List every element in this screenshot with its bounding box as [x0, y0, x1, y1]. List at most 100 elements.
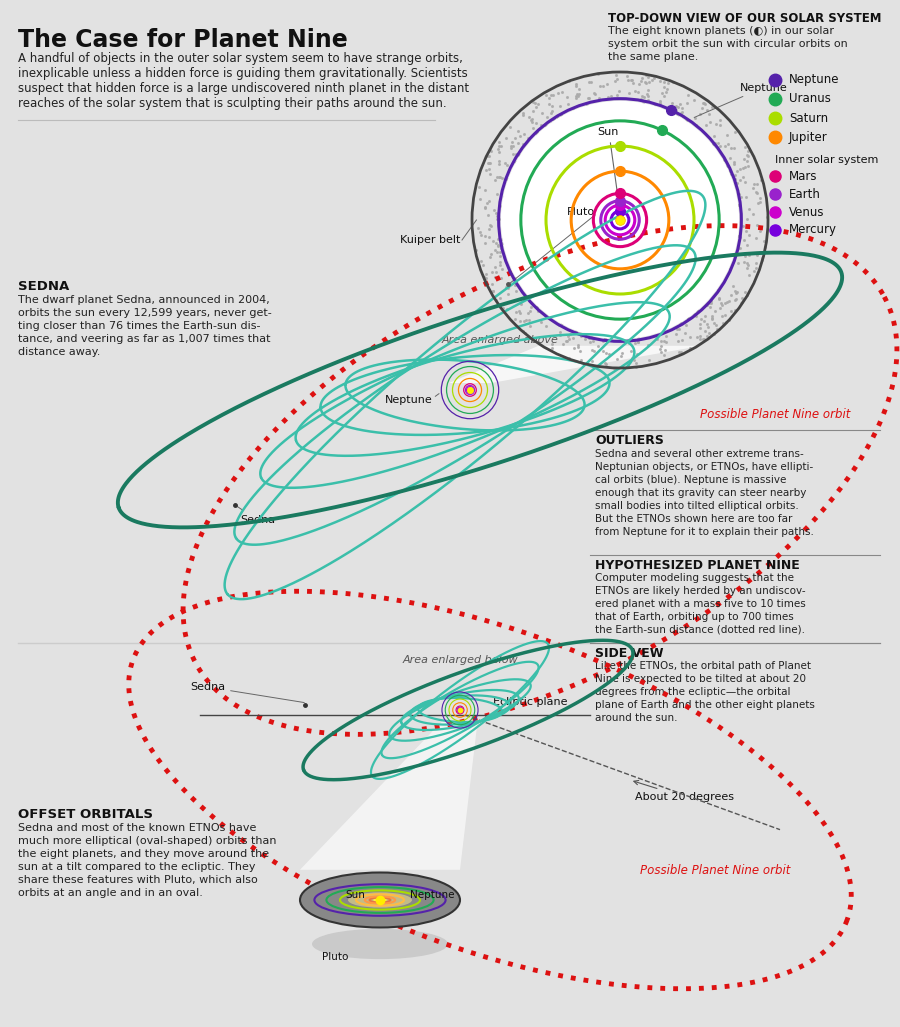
Point	[718, 307, 733, 324]
Point	[490, 169, 504, 186]
Point	[699, 117, 714, 134]
Point	[700, 102, 715, 118]
Point	[516, 105, 530, 121]
Point	[571, 337, 585, 353]
Point	[553, 99, 567, 115]
Point	[734, 229, 748, 245]
Point	[704, 293, 718, 309]
Point	[485, 276, 500, 293]
Point	[529, 126, 544, 143]
Text: Neptune: Neptune	[789, 74, 840, 86]
Point	[489, 205, 503, 222]
Point	[531, 303, 545, 319]
Point	[626, 75, 640, 91]
Point	[479, 161, 493, 178]
Point	[482, 155, 496, 172]
Point	[530, 123, 544, 140]
Point	[642, 74, 656, 90]
Point	[491, 237, 505, 254]
Text: The dwarf planet Sedna, announced in 2004,: The dwarf planet Sedna, announced in 200…	[18, 295, 270, 305]
Point	[556, 348, 571, 365]
Point	[698, 322, 712, 339]
Point	[598, 356, 613, 373]
Text: Neptunian objects, or ETNOs, have ellipti-: Neptunian objects, or ETNOs, have ellipt…	[595, 462, 814, 472]
Point	[750, 176, 764, 192]
Point	[569, 78, 583, 94]
Point	[642, 91, 656, 108]
Point	[490, 208, 504, 225]
Point	[525, 113, 539, 129]
Text: Neptune: Neptune	[410, 890, 454, 900]
Point	[746, 177, 760, 193]
Point	[730, 162, 744, 179]
Point	[657, 79, 671, 96]
Point	[631, 334, 645, 350]
Text: Pluto: Pluto	[567, 207, 595, 217]
Point	[731, 240, 745, 257]
Point	[707, 315, 722, 332]
Point	[647, 70, 662, 86]
Point	[608, 359, 622, 376]
Text: the Earth-sun distance (dotted red line).: the Earth-sun distance (dotted red line)…	[595, 625, 805, 635]
Point	[673, 105, 688, 121]
Point	[489, 264, 503, 280]
Point	[472, 191, 487, 207]
Point	[688, 110, 702, 126]
Point	[596, 342, 610, 358]
Point	[706, 136, 720, 152]
Point	[552, 316, 566, 333]
Point	[506, 139, 520, 155]
Point	[719, 127, 733, 144]
Point	[634, 73, 648, 89]
Point	[590, 338, 605, 354]
Point	[559, 333, 573, 349]
Point	[659, 83, 673, 100]
Point	[482, 217, 497, 233]
Point	[596, 77, 610, 93]
Text: Sun: Sun	[345, 890, 365, 900]
Point	[725, 278, 740, 295]
Point	[731, 255, 745, 271]
Point	[492, 248, 507, 264]
Point	[720, 294, 734, 310]
Point	[693, 320, 707, 337]
Point	[718, 295, 733, 311]
Text: degrees from the ecliptic—the orbital: degrees from the ecliptic—the orbital	[595, 687, 790, 697]
Point	[520, 129, 535, 146]
Point	[730, 283, 744, 300]
Text: Venus: Venus	[789, 205, 824, 219]
Point	[561, 96, 575, 112]
Point	[702, 295, 716, 311]
Point	[724, 302, 739, 318]
Point	[724, 140, 739, 156]
Point	[736, 254, 751, 270]
Point	[624, 343, 638, 359]
Point	[630, 334, 644, 350]
Point	[481, 206, 495, 223]
Point	[640, 86, 654, 103]
Point	[501, 276, 516, 293]
Point	[506, 146, 520, 162]
Point	[738, 174, 752, 190]
Point	[661, 100, 675, 116]
Point	[727, 140, 742, 156]
Text: Mercury: Mercury	[789, 224, 837, 236]
Point	[572, 85, 586, 102]
Point	[539, 87, 554, 104]
Point	[478, 199, 492, 216]
Point	[740, 255, 754, 271]
Point	[657, 88, 671, 105]
Point	[566, 330, 580, 346]
Point	[613, 348, 627, 365]
Text: Sedna and several other extreme trans-: Sedna and several other extreme trans-	[595, 449, 804, 459]
Point	[482, 193, 496, 210]
Point	[561, 328, 575, 344]
Point	[713, 112, 727, 128]
Point	[716, 152, 731, 168]
Text: Neptune: Neptune	[694, 82, 788, 117]
Point	[669, 99, 683, 115]
Point	[627, 352, 642, 369]
Point	[486, 282, 500, 299]
Point	[742, 248, 757, 264]
Ellipse shape	[348, 892, 412, 908]
